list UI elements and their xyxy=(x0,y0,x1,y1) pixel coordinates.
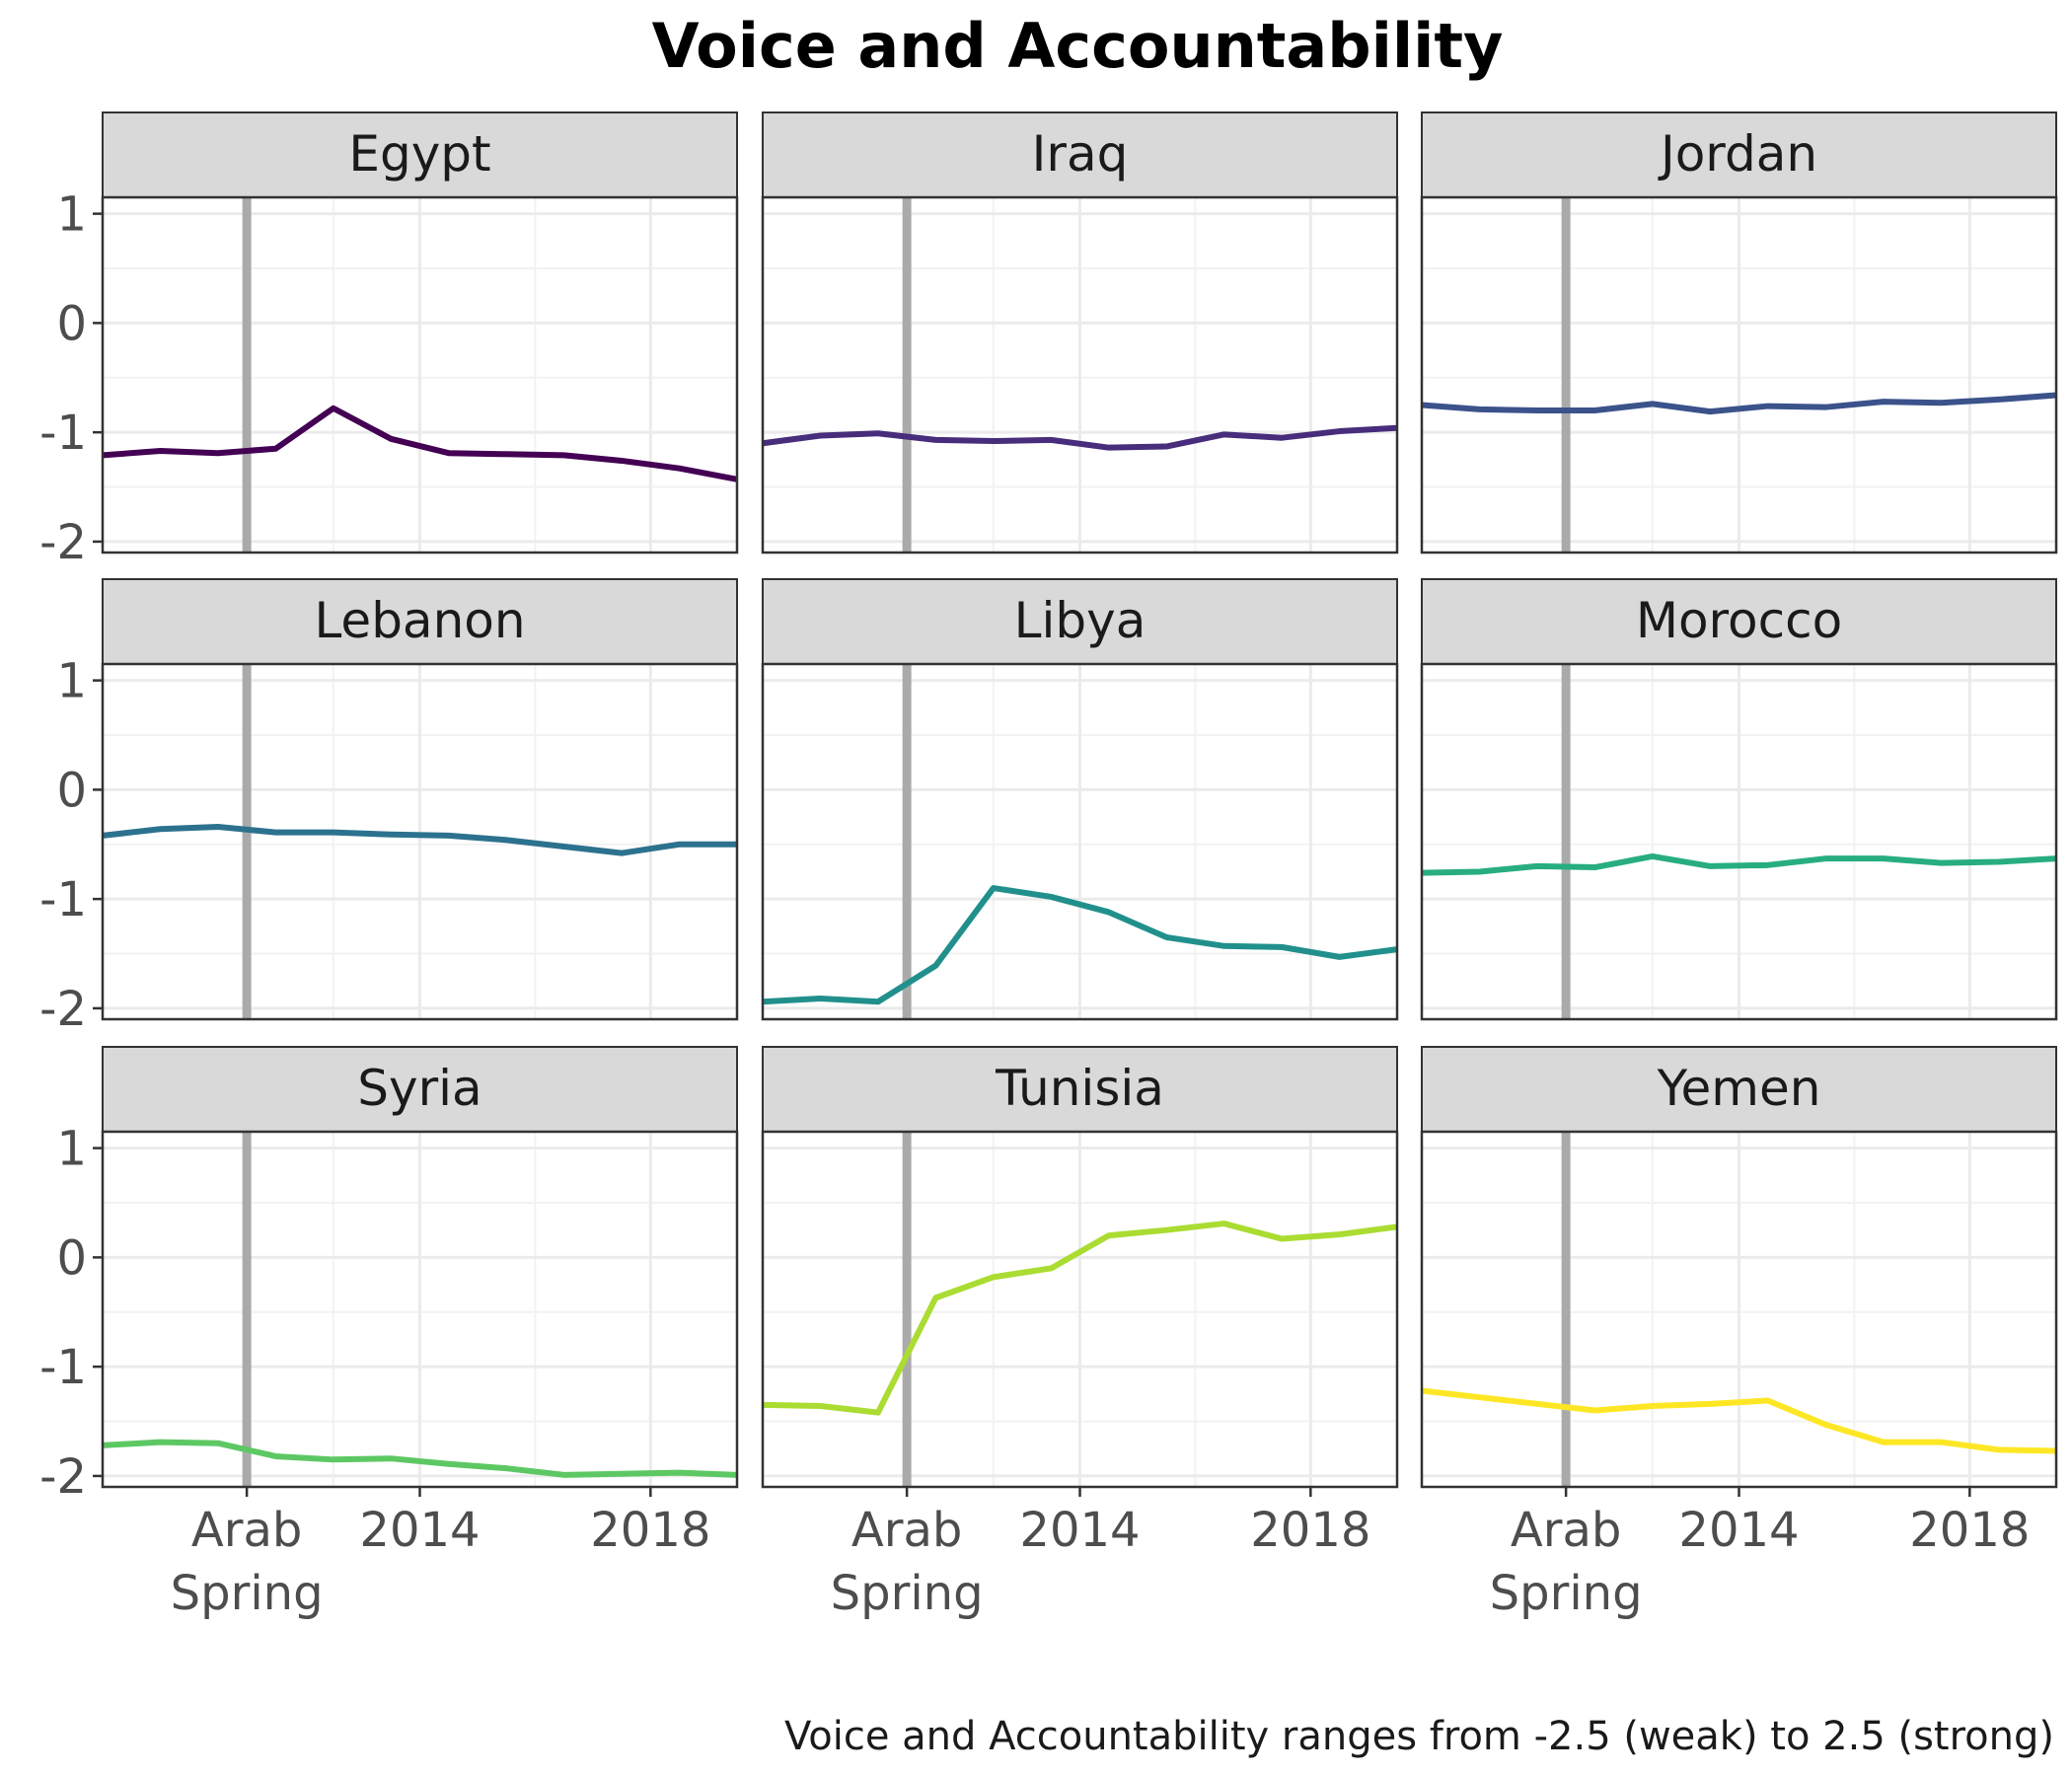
y-tick-label: -1 xyxy=(39,406,87,461)
x-tick-label: Arab xyxy=(851,1503,962,1558)
facet-panel-lebanon: Lebanon 1 0 -1 -2 xyxy=(39,578,739,1037)
facet-strip-label: Yemen xyxy=(1657,1060,1821,1117)
facet-strip xyxy=(102,1046,738,1133)
y-tick-label: -1 xyxy=(39,872,87,927)
facet-panel-syria: Syria 1 0 -1 -2 Arab Spring 2014 2018 xyxy=(39,1046,739,1621)
series-line-syria xyxy=(102,1439,738,1478)
facet-strip-label: Morocco xyxy=(1636,592,1842,649)
facet-strip-label: Iraq xyxy=(1032,125,1129,183)
facet-strip xyxy=(102,111,738,198)
x-tick-label: Spring xyxy=(831,1566,984,1621)
facet-panel-yemen: Yemen Arab Spring 2014 2018 xyxy=(1420,1046,2058,1621)
panel-border xyxy=(101,662,739,1021)
x-tick-label: Arab xyxy=(191,1503,302,1558)
series-line-morocco xyxy=(1421,852,2057,876)
facet-panel-tunisia: Tunisia Arab Spring 2014 2018 xyxy=(761,1046,1399,1621)
y-tick-label: 1 xyxy=(56,187,87,243)
series-line-libya xyxy=(762,885,1398,1005)
facet-panel-libya: Libya xyxy=(761,578,1399,1021)
x-tick-label: 2014 xyxy=(359,1503,480,1558)
y-tick-label: 0 xyxy=(56,763,87,818)
series-line-tunisia xyxy=(762,1221,1398,1416)
facet-grid: Egypt 1 0 -1 -2 Iraq Jordan Lebanon 1 0 -1 -2 Libya M… xyxy=(39,111,2058,1621)
y-tick-label: -2 xyxy=(39,982,87,1037)
x-tick-label: Spring xyxy=(1490,1566,1643,1621)
facet-strip xyxy=(1421,111,2057,198)
facet-strip-label: Jordan xyxy=(1658,125,1817,183)
facet-panel-jordan: Jordan xyxy=(1420,111,2058,555)
y-tick-label: -1 xyxy=(39,1340,87,1395)
x-tick-label: Arab xyxy=(1511,1503,1621,1558)
panel-border xyxy=(761,195,1399,555)
series-line-lebanon xyxy=(102,824,737,856)
facet-strip xyxy=(762,578,1398,665)
y-tick-label: 0 xyxy=(56,1230,87,1286)
series-line-iraq xyxy=(762,424,1398,451)
facet-panel-egypt: Egypt 1 0 -1 -2 xyxy=(39,111,739,570)
y-tick-label: 0 xyxy=(56,296,87,351)
series-line-jordan xyxy=(1421,392,2057,415)
chart-caption: Voice and Accountability ranges from -2.… xyxy=(784,1714,2054,1759)
x-tick-label: 2018 xyxy=(590,1503,710,1558)
facet-strip-label: Lebanon xyxy=(314,592,525,649)
x-tick-label: 2018 xyxy=(1250,1503,1370,1558)
facet-strip-label: Syria xyxy=(357,1060,481,1117)
chart-title: Voice and Accountability xyxy=(652,10,1504,82)
facet-strip xyxy=(102,578,738,665)
x-tick-label: 2014 xyxy=(1019,1503,1140,1558)
y-tick-label: 1 xyxy=(56,1122,87,1177)
series-line-yemen xyxy=(1421,1387,2057,1454)
panel-border xyxy=(1420,195,2058,555)
facet-panel-morocco: Morocco xyxy=(1420,578,2058,1021)
facet-panel-iraq: Iraq xyxy=(761,111,1399,555)
facet-strip-label: Tunisia xyxy=(995,1060,1164,1117)
facet-strip xyxy=(762,1046,1398,1133)
facet-strip xyxy=(1421,1046,2057,1133)
panel-border xyxy=(101,195,739,555)
y-tick-label: -2 xyxy=(39,515,87,570)
series-line-egypt xyxy=(102,405,738,482)
panel-border xyxy=(761,662,1399,1021)
x-tick-label: 2018 xyxy=(1909,1503,2030,1558)
facet-strip-label: Libya xyxy=(1014,592,1147,649)
panel-border xyxy=(1420,662,2058,1021)
y-tick-label: 1 xyxy=(56,654,87,709)
facet-strip xyxy=(1421,578,2057,665)
x-tick-label: Spring xyxy=(171,1566,324,1621)
facet-strip-label: Egypt xyxy=(348,125,490,183)
x-tick-label: 2014 xyxy=(1678,1503,1799,1558)
facet-strip xyxy=(762,111,1398,198)
y-tick-label: -2 xyxy=(39,1449,87,1505)
